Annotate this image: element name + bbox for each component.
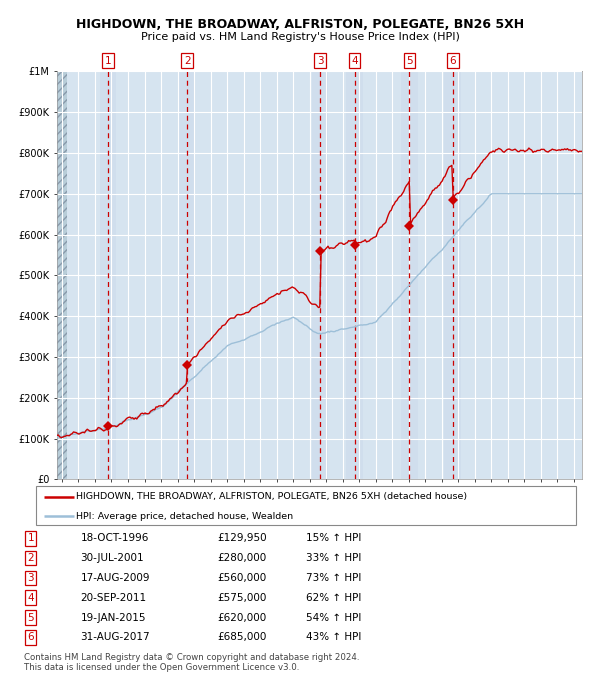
Text: Contains HM Land Registry data © Crown copyright and database right 2024.: Contains HM Land Registry data © Crown c… [24, 653, 359, 662]
Text: 43% ↑ HPI: 43% ↑ HPI [306, 632, 361, 643]
Text: 6: 6 [449, 56, 456, 66]
Text: HPI: Average price, detached house, Wealden: HPI: Average price, detached house, Weal… [77, 512, 293, 521]
Text: 3: 3 [28, 573, 34, 583]
Text: 2: 2 [28, 553, 34, 563]
Text: 5: 5 [28, 613, 34, 623]
Text: 62% ↑ HPI: 62% ↑ HPI [306, 593, 361, 602]
Text: 30-JUL-2001: 30-JUL-2001 [80, 553, 144, 563]
Text: 1: 1 [28, 533, 34, 543]
Text: £575,000: £575,000 [217, 593, 266, 602]
Text: HIGHDOWN, THE BROADWAY, ALFRISTON, POLEGATE, BN26 5XH (detached house): HIGHDOWN, THE BROADWAY, ALFRISTON, POLEG… [77, 492, 467, 501]
Text: 3: 3 [317, 56, 323, 66]
Text: 4: 4 [28, 593, 34, 602]
Text: 33% ↑ HPI: 33% ↑ HPI [306, 553, 361, 563]
Text: 1: 1 [105, 56, 112, 66]
Text: £129,950: £129,950 [217, 533, 266, 543]
Text: £280,000: £280,000 [217, 553, 266, 563]
Text: 4: 4 [351, 56, 358, 66]
Bar [445, 71, 461, 479]
Text: HIGHDOWN, THE BROADWAY, ALFRISTON, POLEGATE, BN26 5XH: HIGHDOWN, THE BROADWAY, ALFRISTON, POLEG… [76, 18, 524, 31]
Text: 19-JAN-2015: 19-JAN-2015 [80, 613, 146, 623]
Text: 31-AUG-2017: 31-AUG-2017 [80, 632, 150, 643]
Bar [179, 71, 196, 479]
Text: £560,000: £560,000 [217, 573, 266, 583]
Text: 2: 2 [184, 56, 190, 66]
Text: £685,000: £685,000 [217, 632, 266, 643]
Text: 5: 5 [406, 56, 413, 66]
Bar [401, 71, 418, 479]
Text: 17-AUG-2009: 17-AUG-2009 [80, 573, 150, 583]
Text: This data is licensed under the Open Government Licence v3.0.: This data is licensed under the Open Gov… [24, 663, 299, 672]
Text: £620,000: £620,000 [217, 613, 266, 623]
Bar [312, 71, 328, 479]
Bar [346, 71, 363, 479]
FancyBboxPatch shape [36, 486, 576, 525]
Text: Price paid vs. HM Land Registry's House Price Index (HPI): Price paid vs. HM Land Registry's House … [140, 32, 460, 42]
Bar [100, 71, 116, 479]
Polygon shape [57, 71, 67, 479]
Text: 6: 6 [28, 632, 34, 643]
Text: 73% ↑ HPI: 73% ↑ HPI [306, 573, 361, 583]
Text: 18-OCT-1996: 18-OCT-1996 [80, 533, 149, 543]
Text: 54% ↑ HPI: 54% ↑ HPI [306, 613, 361, 623]
Text: 20-SEP-2011: 20-SEP-2011 [80, 593, 146, 602]
Text: 15% ↑ HPI: 15% ↑ HPI [306, 533, 361, 543]
